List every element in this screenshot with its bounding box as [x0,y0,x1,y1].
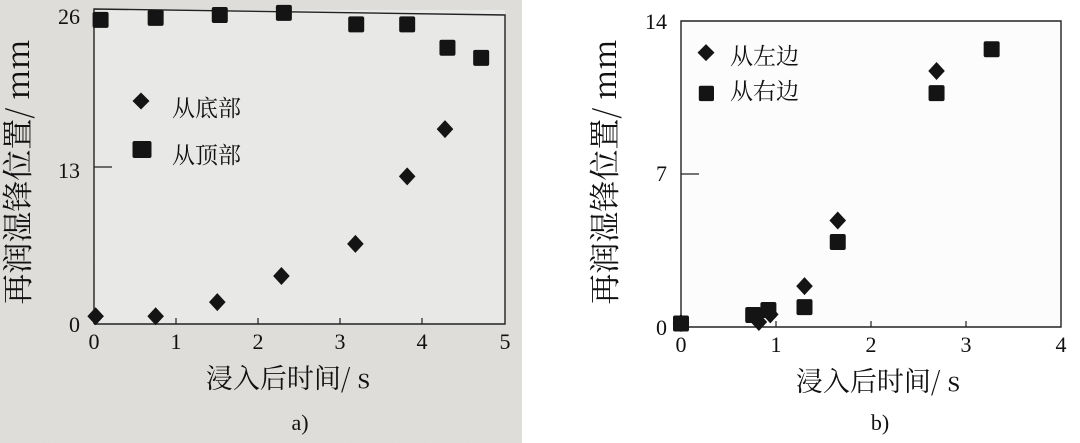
svg-text:7: 7 [656,161,667,186]
svg-text:从右边: 从右边 [730,73,799,106]
svg-text:1: 1 [771,332,782,357]
svg-text:5: 5 [500,329,511,354]
svg-text:26: 26 [58,4,80,29]
svg-text:4: 4 [417,329,428,354]
svg-text:2: 2 [253,329,264,354]
svg-text:0: 0 [89,329,100,354]
svg-text:从底部: 从底部 [172,90,241,123]
svg-text:1: 1 [171,329,182,354]
svg-text:浸入后时间/ s: 浸入后时间/ s [206,357,370,396]
svg-text:3: 3 [335,329,346,354]
svg-text:浸入后时间/ s: 浸入后时间/ s [796,360,960,399]
svg-text:从左边: 从左边 [730,38,799,71]
svg-text:a): a) [291,410,308,435]
svg-text:14: 14 [645,9,667,34]
svg-text:0: 0 [656,315,667,340]
svg-text:从顶部: 从顶部 [172,137,241,170]
svg-text:再润湿锋位置/ mm: 再润湿锋位置/ mm [580,39,625,304]
svg-text:4: 4 [1056,332,1067,357]
svg-text:b): b) [871,410,889,435]
svg-text:3: 3 [961,332,972,357]
svg-text:再润湿锋位置/ mm: 再润湿锋位置/ mm [0,39,38,304]
svg-text:13: 13 [58,158,80,183]
svg-text:0: 0 [69,312,80,337]
svg-text:0: 0 [676,332,687,357]
svg-text:2: 2 [866,332,877,357]
